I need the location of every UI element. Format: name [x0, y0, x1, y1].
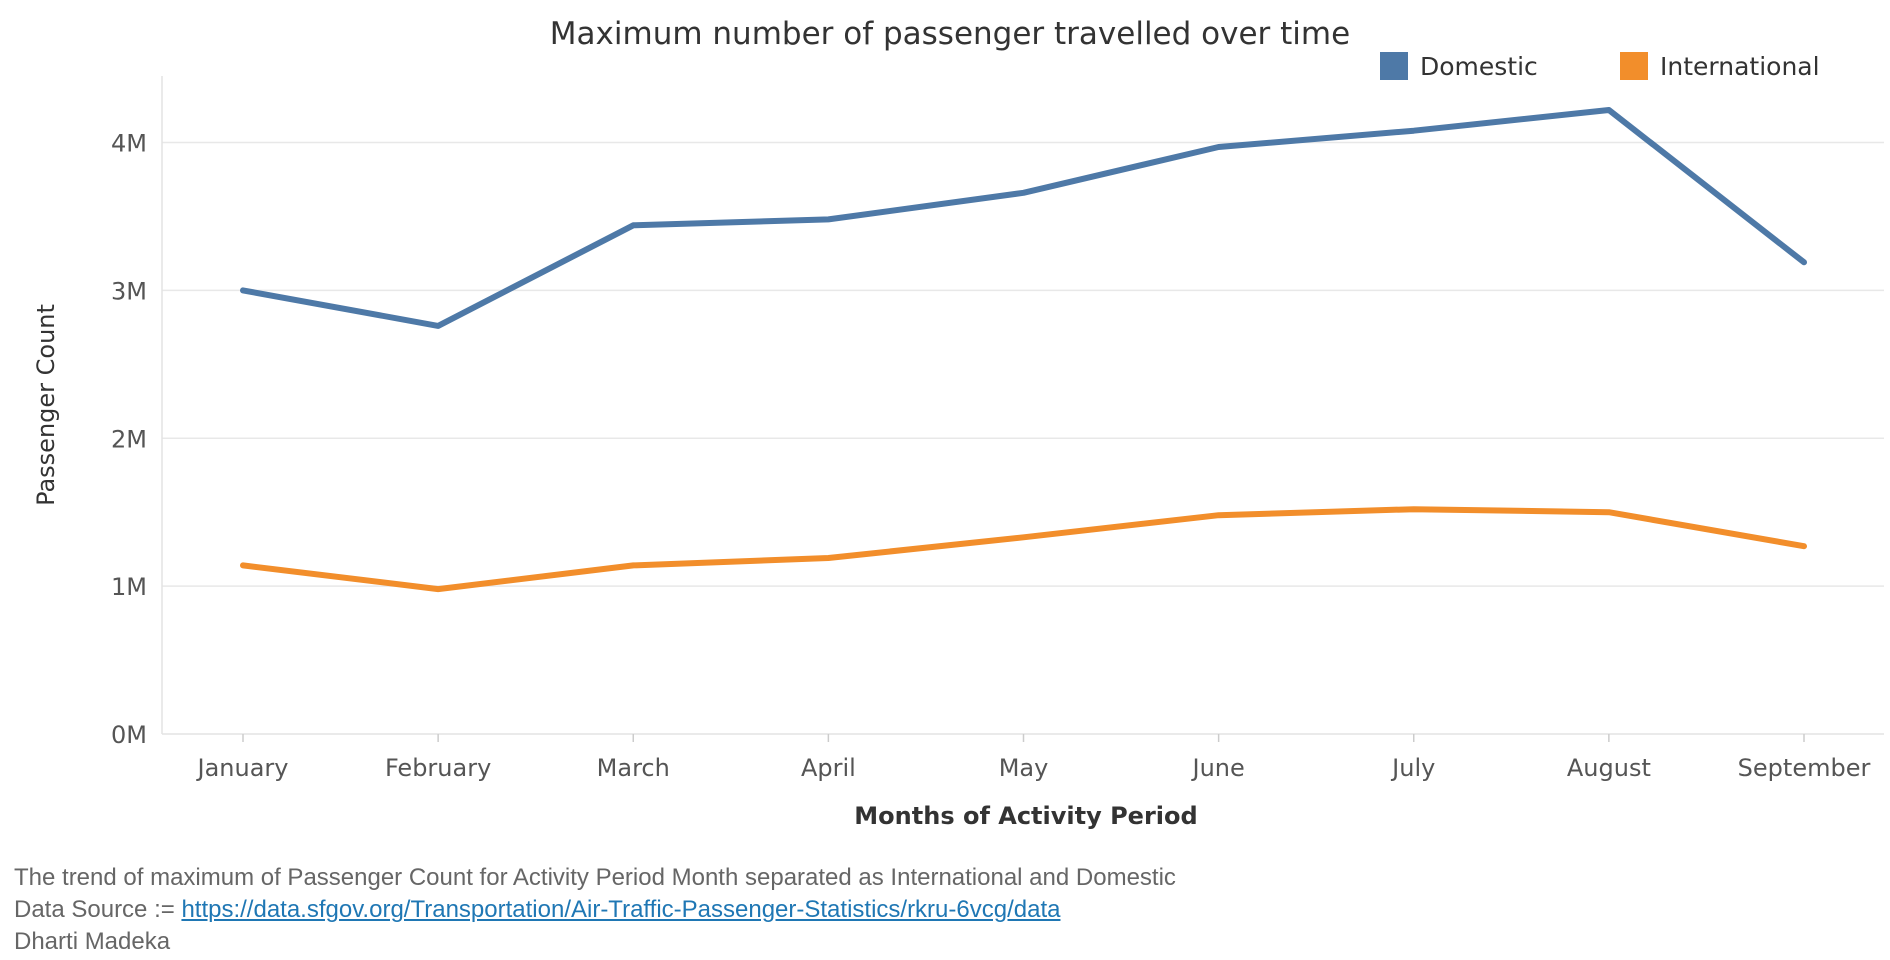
- gridlines: [162, 141, 1884, 587]
- chart-caption: The trend of maximum of Passenger Count …: [14, 864, 1176, 891]
- y-axis-ticks: 0M 1M 2M 3M 4M: [111, 130, 147, 749]
- data-source-line: Data Source := https://data.sfgov.org/Tr…: [14, 894, 1176, 926]
- x-tick-label: July: [1390, 754, 1435, 782]
- x-tick-label: June: [1190, 754, 1244, 782]
- x-tick-label: September: [1738, 754, 1871, 782]
- legend-label-international: International: [1660, 52, 1820, 81]
- x-tick-label: April: [801, 754, 856, 782]
- y-tick-label: 2M: [111, 425, 147, 453]
- series-line-international: [240, 506, 1807, 593]
- x-tick-label: January: [196, 754, 289, 782]
- x-axis-ticks: January February March April May June July Augu…: [196, 734, 1871, 782]
- line-chart: Maximum number of passenger travelled ov…: [32, 16, 1884, 830]
- series-line-domestic: [240, 107, 1807, 329]
- legend-swatch-international: [1620, 52, 1648, 80]
- axes: [161, 76, 1884, 735]
- y-tick-label: 4M: [111, 130, 147, 158]
- y-axis-title: Passenger Count: [32, 304, 60, 506]
- x-axis-title: Months of Activity Period: [854, 802, 1197, 830]
- data-source-label: Data Source :=: [14, 896, 182, 923]
- legend-swatch-domestic: [1380, 52, 1408, 80]
- chart-footer: The trend of maximum of Passenger Count …: [14, 862, 1176, 958]
- y-tick-label: 1M: [111, 573, 147, 601]
- legend-label-domestic: Domestic: [1420, 52, 1538, 81]
- x-tick-label: May: [999, 754, 1049, 782]
- chart-title: Maximum number of passenger travelled ov…: [550, 16, 1350, 52]
- series-lines: [240, 107, 1807, 593]
- legend: Domestic International: [1380, 52, 1820, 81]
- x-tick-label: August: [1567, 754, 1651, 782]
- y-tick-label: 3M: [111, 277, 147, 305]
- x-tick-label: March: [597, 754, 670, 782]
- y-tick-label: 0M: [111, 721, 147, 749]
- x-tick-label: February: [385, 754, 491, 782]
- author-name: Dharti Madeka: [14, 928, 171, 955]
- data-source-link[interactable]: https://data.sfgov.org/Transportation/Ai…: [181, 896, 1061, 923]
